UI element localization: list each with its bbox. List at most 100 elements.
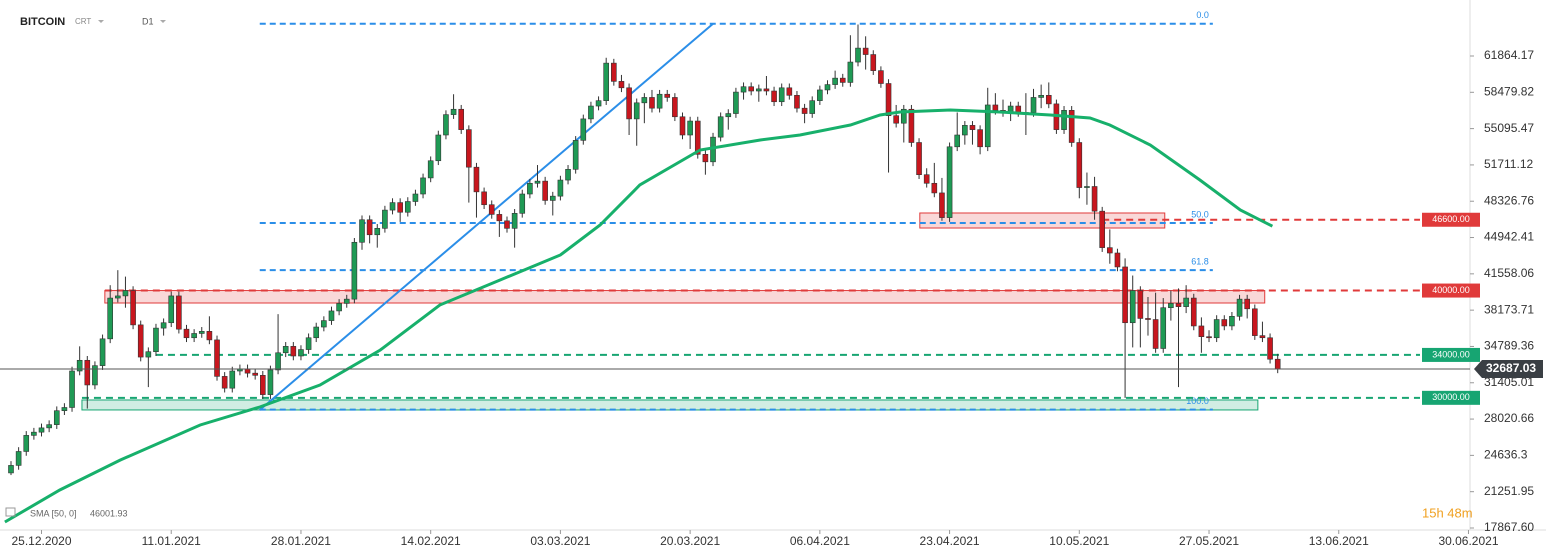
candle-body [412,193,419,202]
candle-body [176,295,182,330]
candle-body [1107,247,1113,254]
fib-label: 0.0 [1196,10,1209,20]
candle-body [504,220,510,229]
candle-body [939,192,945,218]
candle-body [359,219,365,243]
candle-body [1198,325,1205,337]
sma-line [4,108,1274,524]
candle-body [206,331,213,341]
candle-body [1030,97,1037,113]
x-tick-label: 06.04.2021 [790,534,850,548]
candle-body [694,120,701,155]
candle-body [687,120,693,136]
y-tick-label: 51711.12 [1484,157,1533,171]
candle-body [1152,319,1159,349]
countdown: 15h 48m [1422,505,1473,520]
x-tick-label: 20.03.2021 [660,534,720,548]
candle-body [786,87,793,96]
candle-body [15,451,22,466]
y-tick-label: 17867.60 [1484,520,1534,534]
candle-body [1175,303,1182,307]
indicator-icon[interactable] [5,507,16,517]
candle-body [267,369,274,395]
candle-body [168,295,175,324]
candle-body [1084,186,1090,188]
candle-body [748,86,754,92]
candle-body [191,333,197,339]
candle-body [565,169,571,181]
candle-body [1145,318,1151,320]
candle-body [282,346,289,354]
candle-body [717,116,724,138]
candle-body [343,298,350,304]
candle-body [443,114,449,136]
y-tick-label: 61864.17 [1484,48,1534,62]
candle-body [450,108,457,115]
candle-body [115,295,121,299]
candle-body [725,113,732,118]
candle-body [977,129,983,148]
candle-body [870,54,877,71]
candle-body [328,310,335,321]
candle-body [1114,252,1121,268]
candle-body [832,77,838,85]
x-tick-label: 13.06.2021 [1309,534,1369,548]
candle-body [908,108,915,143]
candle-body [1206,336,1212,339]
candle-body [664,93,671,98]
candle-body [92,365,98,386]
candle-body [458,108,465,130]
candle-body [862,47,869,55]
x-tick-label: 27.05.2021 [1179,534,1239,548]
candle-body [839,77,846,83]
candle-body [534,180,541,184]
candle-body [847,61,854,83]
candle-body [374,228,381,236]
candle-body [656,93,663,109]
y-tick-label: 55095.47 [1484,121,1534,135]
y-tick-label: 31405.01 [1484,375,1534,389]
candle-body [672,97,678,118]
candle-body [962,125,968,136]
candle-body [1168,303,1174,309]
candle-body [130,290,136,326]
candle-body [244,368,251,374]
candle-body [740,86,747,93]
candle-body [69,370,75,408]
candle-body [1190,297,1197,327]
symbol[interactable]: BITCOIN [20,16,65,28]
candle-body [427,160,434,179]
candle-body [221,376,228,389]
candle-body [1213,319,1220,339]
candle-body [366,219,373,236]
x-tick-label: 11.01.2021 [142,534,201,548]
dropdown-icon[interactable] [160,20,166,23]
candle-body [107,297,113,340]
candle-body [885,83,892,116]
candle-body [527,182,533,195]
candle-body [61,407,68,412]
candle-body [893,115,899,124]
candle-body [252,372,258,376]
level-tag [1422,390,1480,405]
y-tick-label: 38173.71 [1484,302,1534,316]
candle-body [733,91,739,114]
dropdown-icon[interactable] [98,20,104,23]
y-tick-label: 48326.76 [1484,193,1534,207]
candle-body [1045,95,1052,105]
level-tag-label: 40000.00 [1432,285,1470,295]
candle-body [557,179,564,197]
x-tick-label: 03.03.2021 [530,534,590,548]
candle-body [435,134,442,162]
candle-body [321,320,327,328]
candle-body [954,134,961,148]
candle-body [275,352,281,371]
instrument-type[interactable]: CRT [75,17,91,26]
timeframe[interactable]: D1 [142,16,154,26]
level-tag [1422,347,1480,362]
candle-body [801,107,808,114]
x-tick-label: 30.06.2021 [1438,534,1498,548]
candle-body [1099,210,1105,248]
